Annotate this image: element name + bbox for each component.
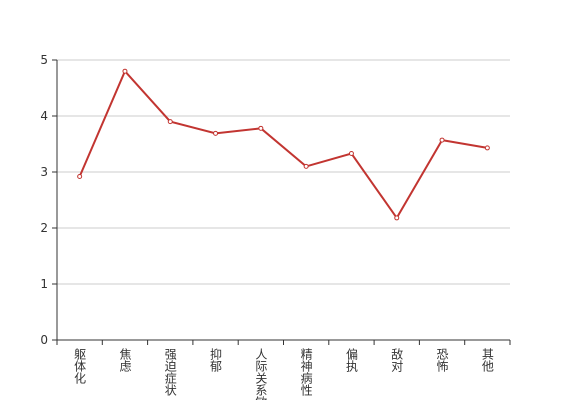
x-tick-label: 强迫症状	[163, 348, 177, 396]
x-tick-label: 躯体化	[73, 347, 87, 385]
y-tick-label: 0	[40, 333, 48, 347]
x-tick-label: 其他	[480, 348, 494, 372]
y-tick-label: 5	[40, 53, 48, 67]
x-tick-label: 精神病性	[299, 348, 313, 397]
point	[213, 130, 219, 136]
y-tick-label: 4	[40, 109, 48, 123]
point	[303, 163, 309, 169]
point	[394, 215, 400, 221]
y-tick-label: 3	[40, 165, 48, 179]
y-tick-label: 2	[40, 221, 48, 235]
x-tick-label: 偏执	[344, 347, 358, 373]
x-tick-label: 焦虑	[118, 348, 132, 372]
point	[439, 137, 445, 143]
x-tick-label: 恐怖	[435, 348, 449, 372]
x-tick-label: 敌对	[390, 347, 404, 372]
x-tick-label: 人际关系敏感	[254, 348, 268, 400]
y-tick-label: 1	[40, 277, 48, 291]
x-tick-label: 抑郁	[209, 347, 223, 373]
point	[122, 68, 128, 74]
point	[258, 125, 264, 131]
point	[484, 145, 490, 151]
point	[348, 151, 354, 157]
line	[78, 69, 488, 220]
point	[167, 119, 173, 125]
point	[77, 173, 83, 179]
